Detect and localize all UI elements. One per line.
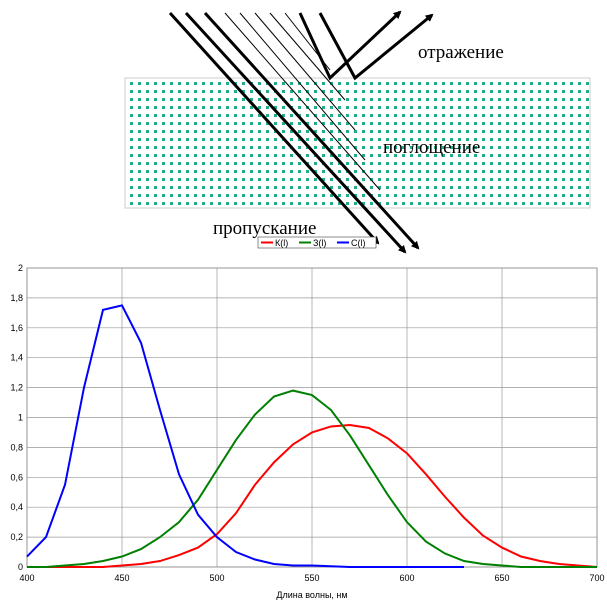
legend-label: З(l): [313, 238, 326, 248]
x-tick-label: 450: [114, 573, 129, 583]
diagram: отражение поглощение пропускание: [125, 12, 590, 252]
y-tick-label: 0,2: [10, 532, 23, 542]
label-reflection: отражение: [418, 42, 504, 63]
y-tick-label: 0: [18, 562, 23, 572]
y-tick-label: 1,6: [10, 323, 23, 333]
y-tick-label: 0,8: [10, 442, 23, 452]
figure: отражение поглощение пропускание 0 0,2 0,4…: [0, 0, 607, 601]
medium: [125, 78, 590, 208]
y-tick-label: 1,4: [10, 353, 23, 363]
x-axis-label: Длина волны, нм: [276, 590, 347, 600]
y-tick-label: 0,6: [10, 472, 23, 482]
y-tick-label: 1: [18, 413, 23, 423]
x-tick-label: 650: [494, 573, 509, 583]
x-tick-label: 400: [19, 573, 34, 583]
x-tick-label: 550: [304, 573, 319, 583]
y-tick-label: 0,4: [10, 502, 23, 512]
x-tick-label: 600: [399, 573, 414, 583]
label-absorption: поглощение: [383, 137, 480, 158]
legend-label: К(l): [275, 238, 288, 248]
x-tick-label: 700: [589, 573, 604, 583]
chart: 0 0,2 0,4 0,6 0,8 1 1,2 1,4 1,6 1,8 2 400 450 500 550 6…: [10, 237, 604, 600]
label-transmission: пропускание: [213, 218, 316, 239]
legend: К(l) З(l) С(l): [258, 237, 376, 248]
y-tick-label: 1,2: [10, 383, 23, 393]
y-tick-label: 1,8: [10, 293, 23, 303]
legend-label: С(l): [351, 238, 366, 248]
y-tick-label: 2: [18, 263, 23, 273]
x-tick-label: 500: [209, 573, 224, 583]
